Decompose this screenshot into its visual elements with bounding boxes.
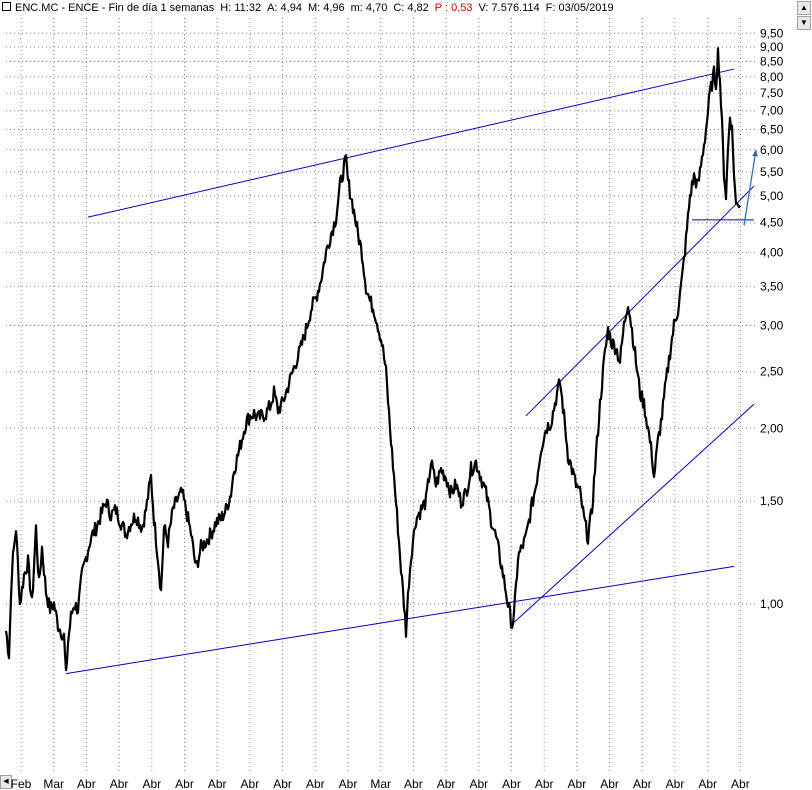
arrow-shaft bbox=[743, 149, 757, 226]
x-tick-label: Abr bbox=[306, 777, 325, 790]
scroll-up-button[interactable]: ▲ bbox=[797, 1, 811, 15]
low-label: m: 4,70 bbox=[350, 2, 388, 14]
y-tick-label: 8,50 bbox=[760, 54, 784, 68]
x-tick-label: Feb bbox=[11, 777, 32, 790]
x-tick-label: Abr bbox=[241, 777, 260, 790]
symbol-label: ENC.MC - ENCE - Fin de día 1 semanas bbox=[15, 2, 215, 14]
y-tick-label: 5,50 bbox=[760, 165, 784, 179]
x-tick-label: Abr bbox=[535, 777, 554, 790]
y-tick-label: 2,50 bbox=[760, 365, 784, 379]
x-tick-label: Abr bbox=[469, 777, 488, 790]
x-tick-label: Abr bbox=[273, 777, 292, 790]
x-tick-label: Abr bbox=[208, 777, 227, 790]
y-tick-label: 9,50 bbox=[760, 26, 784, 40]
y-tick-label: 7,00 bbox=[760, 104, 784, 118]
y-tick-label: 1,00 bbox=[760, 597, 784, 611]
x-tick-label: Abr bbox=[568, 777, 587, 790]
y-tick-label: 4,00 bbox=[760, 246, 784, 260]
arrow-head bbox=[752, 149, 758, 157]
chart-header: ENC.MC - ENCE - Fin de día 1 semanas H: 1… bbox=[0, 0, 760, 16]
trendline bbox=[510, 403, 755, 626]
open-label: A: 4,94 bbox=[267, 2, 302, 14]
y-tick-label: 9,00 bbox=[760, 40, 784, 54]
close-label: C: 4,82 bbox=[393, 2, 429, 14]
price-series-line bbox=[4, 47, 741, 672]
y-tick-label: 7,50 bbox=[760, 86, 784, 100]
trendline bbox=[87, 68, 735, 218]
x-tick-label: Abr bbox=[404, 777, 423, 790]
change-label: P : 0,53 bbox=[434, 2, 473, 14]
projection-arrow bbox=[743, 149, 758, 226]
x-tick-label: Abr bbox=[175, 777, 194, 790]
x-tick-label: Abr bbox=[666, 777, 685, 790]
trendline bbox=[525, 185, 755, 417]
y-tick-label: 3,00 bbox=[760, 319, 784, 333]
x-tick-label: Abr bbox=[698, 777, 717, 790]
trendlines bbox=[65, 68, 755, 675]
y-tick-label: 3,50 bbox=[760, 279, 784, 293]
y-tick-label: 5,00 bbox=[760, 189, 784, 203]
x-tick-label: Abr bbox=[600, 777, 619, 790]
date-label: F: 03/05/2019 bbox=[545, 2, 614, 14]
x-tick-label: Abr bbox=[142, 777, 161, 790]
y-tick-label: 8,00 bbox=[760, 70, 784, 84]
x-tick-label: Abr bbox=[77, 777, 96, 790]
scroll-left-button[interactable]: ◀ bbox=[0, 775, 12, 789]
x-tick-label: Mar bbox=[43, 777, 64, 790]
collapse-box-icon[interactable] bbox=[2, 2, 11, 11]
y-tick-label: 2,00 bbox=[760, 421, 784, 435]
volume-label: V: 7.576.114 bbox=[478, 2, 540, 14]
x-axis: Feb Mar Abr Abr Abr Abr Abr Abr Abr Abr Abr Mar Abr A… bbox=[11, 777, 750, 790]
x-tick-label: Abr bbox=[437, 777, 456, 790]
x-tick-label: Abr bbox=[633, 777, 652, 790]
x-tick-label: Abr bbox=[110, 777, 129, 790]
y-tick-label: 6,50 bbox=[760, 122, 784, 136]
time-label: H: 11:32 bbox=[220, 2, 262, 14]
y-tick-label: 6,00 bbox=[760, 143, 784, 157]
x-tick-label: Abr bbox=[731, 777, 750, 790]
high-label: M: 4,96 bbox=[307, 2, 345, 14]
y-tick-label: 4,50 bbox=[760, 216, 784, 230]
grid-lines bbox=[6, 18, 755, 772]
x-tick-label: Abr bbox=[339, 777, 358, 790]
scroll-down-button[interactable]: ▼ bbox=[797, 16, 811, 30]
x-tick-label: Abr bbox=[502, 777, 521, 790]
x-tick-label: Mar bbox=[370, 777, 391, 790]
y-tick-label: 1,50 bbox=[760, 494, 784, 508]
trendline bbox=[65, 565, 735, 675]
y-axis: 9,509,008,50 8,00 7,50 7,00 6,50 6,00 5,50 5,00… bbox=[760, 26, 784, 611]
